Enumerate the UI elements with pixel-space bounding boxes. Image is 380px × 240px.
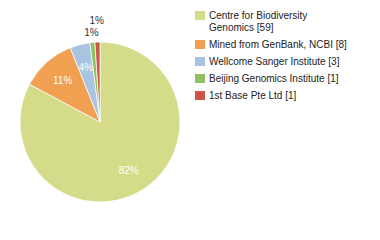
- legend-swatch: [195, 91, 205, 100]
- legend-label: Centre for BiodiversityGenomics [59]: [209, 10, 307, 33]
- pie-slice: [90, 42, 100, 122]
- data-label: 1%: [84, 27, 99, 38]
- legend-item: Mined from GenBank, NCBI [8]: [195, 39, 347, 50]
- data-label: 82%: [119, 165, 139, 176]
- legend-label: 1st Base Pte Ltd [1]: [209, 90, 296, 101]
- legend: Centre for BiodiversityGenomics [59] Mine…: [195, 10, 347, 101]
- pie-slice: [95, 42, 100, 122]
- data-label: 1%: [90, 15, 105, 26]
- legend-label: Wellcome Sanger Institute [3]: [209, 56, 340, 67]
- data-label: 4%: [79, 62, 94, 73]
- legend-item: Wellcome Sanger Institute [3]: [195, 56, 340, 67]
- pie-slice: [20, 42, 180, 202]
- legend-swatch: [195, 74, 205, 83]
- pie-slice: [70, 43, 100, 122]
- chart: 82% 11% 4% 1%1% Centre for BiodiversityGenom…: [0, 0, 380, 240]
- data-label: 11%: [53, 75, 72, 86]
- legend-label: Mined from GenBank, NCBI [8]: [209, 39, 347, 50]
- legend-label: Beijing Genomics Institute [1]: [209, 73, 339, 84]
- legend-swatch: [195, 40, 205, 49]
- pie: 82% 11% 4% 1%1%: [20, 15, 180, 202]
- legend-swatch: [195, 57, 205, 66]
- legend-item: 1st Base Pte Ltd [1]: [195, 90, 296, 101]
- legend-item: Centre for BiodiversityGenomics [59]: [195, 10, 307, 33]
- legend-item: Beijing Genomics Institute [1]: [195, 73, 339, 84]
- legend-swatch: [195, 11, 205, 20]
